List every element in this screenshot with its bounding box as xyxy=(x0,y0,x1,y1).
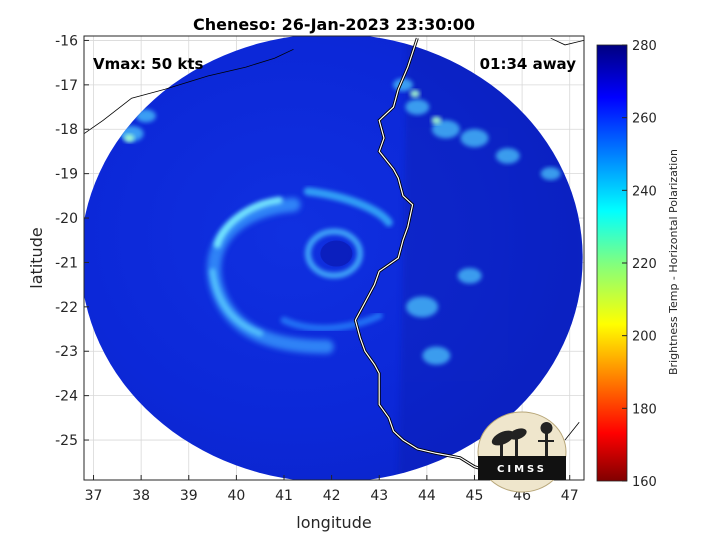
convective-patch xyxy=(135,109,156,123)
x-tick-label-45: 45 xyxy=(466,488,484,504)
time-away-annotation: 01:34 away xyxy=(480,55,577,73)
cb-tick-label-200: 200 xyxy=(632,330,657,345)
south-arc xyxy=(280,312,383,332)
convective-patch xyxy=(460,129,489,148)
x-tick-label-42: 42 xyxy=(323,488,341,504)
y-tick-label--17: -17 xyxy=(55,78,78,94)
y-tick-label--18: -18 xyxy=(55,122,78,138)
eye-center xyxy=(320,240,353,267)
cb-tick-label-180: 180 xyxy=(632,402,657,417)
convective-patch xyxy=(495,148,520,164)
colorbar: 160 180 200 220 240 260 280 Brightness Temp - … xyxy=(596,39,680,490)
cb-tick-label-280: 280 xyxy=(632,39,657,54)
y-tick-label--22: -22 xyxy=(55,300,78,316)
north-band xyxy=(303,187,393,227)
y-tick-label--24: -24 xyxy=(55,389,78,405)
spiral-band-south xyxy=(209,268,264,337)
cb-tick-label-160: 160 xyxy=(632,475,657,490)
x-tick-label-37: 37 xyxy=(85,488,103,504)
y-axis-label: latitude xyxy=(27,227,46,288)
colorbar-label: Brightness Temp - Horizontal Polarizatio… xyxy=(667,149,680,375)
colorbar-ticks: 160 180 200 220 240 260 280 xyxy=(622,39,657,490)
convective-patch xyxy=(422,346,451,365)
bright-spot xyxy=(431,116,442,125)
y-axis-ticks: -16 -17 -18 -19 -20 -21 -22 -23 -24 -25 xyxy=(55,33,89,449)
swath-layer xyxy=(84,36,584,480)
eye-ring xyxy=(305,228,363,279)
cb-tick-label-220: 220 xyxy=(632,257,657,272)
x-tick-label-38: 38 xyxy=(132,488,150,504)
x-tick-label-43: 43 xyxy=(370,488,388,504)
x-tick-label-47: 47 xyxy=(561,488,579,504)
y-tick-label--23: -23 xyxy=(55,344,78,360)
y-tick-label--21: -21 xyxy=(55,255,78,271)
vmax-annotation: Vmax: 50 kts xyxy=(93,55,203,73)
spiral-band-core xyxy=(213,196,283,249)
x-tick-label-41: 41 xyxy=(275,488,293,504)
convective-patch xyxy=(406,296,439,318)
y-tick-label--20: -20 xyxy=(55,211,78,227)
mozambique-coastline xyxy=(84,37,584,441)
y-tick-label--16: -16 xyxy=(55,33,78,49)
x-tick-label-39: 39 xyxy=(180,488,198,504)
x-tick-label-40: 40 xyxy=(227,488,245,504)
coastline-highlight xyxy=(354,38,504,477)
logo-text: CIMSS xyxy=(497,464,547,475)
axes-box xyxy=(83,35,585,481)
convective-patch xyxy=(540,167,561,181)
y-tick-label--19: -19 xyxy=(55,167,78,183)
cb-tick-label-260: 260 xyxy=(632,112,657,127)
x-axis-ticks: 37 38 39 40 41 42 43 44 45 46 47 xyxy=(85,475,579,504)
bright-spot xyxy=(124,134,135,143)
convective-features xyxy=(119,36,583,480)
y-tick-label--25: -25 xyxy=(55,433,78,449)
cb-tick-label-240: 240 xyxy=(632,184,657,199)
convective-patch xyxy=(431,120,460,139)
chart-title: Cheneso: 26-Jan-2023 23:30:00 xyxy=(193,15,475,34)
x-axis-label: longitude xyxy=(296,513,371,532)
east-dark-region xyxy=(398,36,583,480)
convective-patch xyxy=(457,267,482,284)
bright-spot xyxy=(409,89,420,98)
convective-patch xyxy=(405,99,430,115)
x-tick-label-44: 44 xyxy=(418,488,436,504)
cimss-logo: CIMSS xyxy=(477,411,567,493)
